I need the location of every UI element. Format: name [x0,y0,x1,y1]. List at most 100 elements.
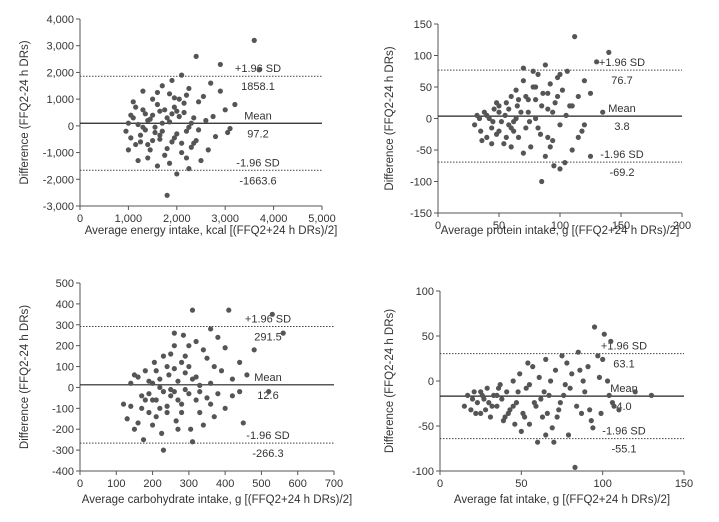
scatter-point [587,407,593,413]
scatter-point [590,425,596,431]
scatter-point [128,403,134,409]
reference-line-value: 76.7 [611,75,632,87]
scatter-point [186,343,192,349]
reference-line-label: Mean [244,110,272,122]
scatter-point [531,400,537,406]
reference-line-value: 3.8 [614,121,629,133]
x-tick-label: 700 [325,478,343,490]
scatter-point [211,414,217,420]
y-tick-label: -2,000 [43,174,74,186]
scatter-point [179,409,185,416]
scatter-point [549,425,555,431]
scatter-point [489,125,495,131]
scatter-point [538,396,544,402]
scatter-point [182,353,188,359]
scatter-point [237,359,243,365]
y-tick-label: -100 [412,466,434,478]
reference-line-value: -1663.6 [239,175,276,187]
scatter-point [556,407,562,413]
x-tick-label: 100 [551,220,569,232]
scatter-point [164,363,170,370]
scatter-point [551,439,557,445]
scatter-point [130,99,136,105]
scatter-point [535,71,541,77]
reference-line-label: +1.96 SD [601,341,647,353]
x-tick-label: 150 [675,478,693,490]
x-tick-label: 0 [77,478,83,490]
scatter-point [502,414,508,420]
scatter-point [139,405,145,411]
scatter-point [171,330,177,336]
y-tick-label: 4,000 [46,14,74,26]
x-axis-title: Average carbohydrate intake, g [(FFQ2+24… [82,494,353,506]
scatter-point [269,311,275,317]
scatter-point [188,426,194,432]
scatter-point [154,163,161,169]
reference-line-value: -69.2 [609,167,634,179]
scatter-point [574,403,580,409]
scatter-point [173,418,179,424]
scatter-point [572,34,578,40]
scatter-point [479,137,485,144]
scatter-point [569,147,575,153]
scatter-point [546,392,552,398]
scatter-point [183,92,190,98]
scatter-point [189,307,196,313]
scatter-point [526,421,533,427]
scatter-point [157,405,163,411]
scatter-point [157,108,163,114]
scatter-point [514,103,520,109]
scatter-point [489,403,495,409]
y-tick-label: 50 [422,331,434,343]
x-tick-label: 100 [593,478,611,490]
scatter-point [539,414,546,420]
x-tick-label: 200 [143,478,161,490]
scatter-point [548,378,554,384]
scatter-point [175,397,181,403]
scatter-point [217,88,223,94]
scatter-point [176,113,182,120]
scatter-point [533,84,539,90]
scatter-point [520,65,527,71]
scatter-point [166,160,173,166]
scatter-point [229,376,235,382]
x-tick-label: 5,000 [308,213,336,225]
scatter-point [128,380,134,386]
scatter-point [606,49,612,55]
scatter-point [518,428,524,434]
scatter-point [523,385,529,391]
y-tick-label: 0 [426,114,432,126]
scatter-point [142,368,148,374]
scatter-point [564,68,570,74]
scatter-point [232,101,238,108]
scatter-point [536,374,542,380]
scatter-point [525,360,531,366]
scatter-point [515,389,521,395]
scatter-point [498,119,505,125]
y-tick-label: -300 [52,445,74,457]
scatter-point [125,120,131,126]
x-tick-label: 150 [612,220,630,232]
scatter-point [171,366,177,372]
scatter-point [124,416,130,422]
scatter-point [179,359,185,365]
scatter-point [193,397,199,403]
scatter-point [212,133,219,140]
scatter-point [461,403,467,409]
scatter-point [471,389,477,395]
scatter-point [515,134,522,140]
scatter-point [533,97,539,103]
x-tick-label: 600 [289,478,307,490]
scatter-point [157,132,163,138]
scatter-point [179,401,185,407]
scatter-point [585,364,591,370]
scatter-point [572,464,578,470]
scatter-point [140,107,146,113]
y-tick-label: 0 [68,121,74,133]
scatter-point [491,106,497,112]
scatter-point [179,149,185,156]
scatter-point [186,85,192,92]
scatter-point [473,410,479,416]
